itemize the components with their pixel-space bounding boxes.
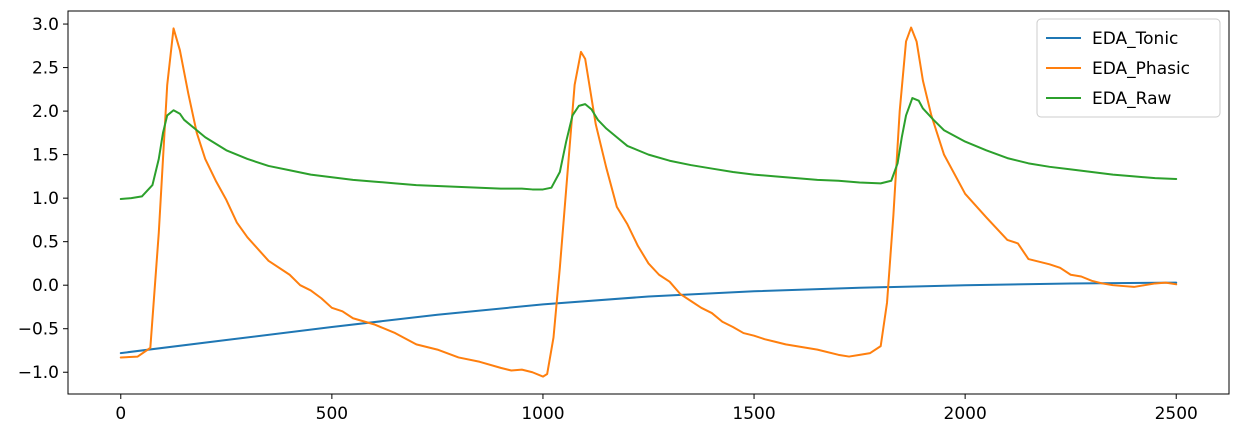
y-tick-label: 2.0	[32, 102, 59, 122]
plot-area	[67, 10, 1230, 395]
y-tick-label: −0.5	[18, 320, 59, 340]
series-group	[119, 26, 1178, 378]
legend-label: EDA_Raw	[1092, 89, 1172, 109]
series-line-eda-phasic	[119, 26, 1178, 378]
y-tick-label: 0.5	[32, 233, 59, 253]
y-tick-label: 1.0	[32, 189, 59, 209]
legend: EDA_Tonic EDA_Phasic EDA_Raw	[1036, 18, 1221, 118]
y-tick-label: 2.5	[32, 59, 59, 79]
x-tick-label: 500	[316, 404, 348, 424]
x-tick-label: 1000	[521, 404, 564, 424]
plot-frame	[67, 10, 1230, 395]
legend-label: EDA_Phasic	[1092, 59, 1190, 79]
y-tick-label: 3.0	[32, 15, 59, 35]
y-tick-label: 1.5	[32, 146, 59, 166]
x-tick-label: 2500	[1155, 404, 1198, 424]
x-tick-label: 1500	[732, 404, 775, 424]
series-line-eda-tonic	[119, 281, 1178, 355]
y-axis: −1.0 −0.5 0.0 0.5 1.0 1.5 2.0 2.5 3.0	[18, 15, 68, 383]
y-tick-label: −1.0	[18, 363, 59, 383]
legend-box	[1036, 18, 1221, 118]
legend-label: EDA_Tonic	[1092, 29, 1178, 49]
x-tick-label: 0	[115, 404, 126, 424]
x-tick-label: 2000	[944, 404, 987, 424]
x-axis: 0 500 1000 1500 2000 2500	[115, 394, 1198, 424]
y-tick-label: 0.0	[32, 276, 59, 296]
series-line-eda-raw	[119, 97, 1178, 201]
